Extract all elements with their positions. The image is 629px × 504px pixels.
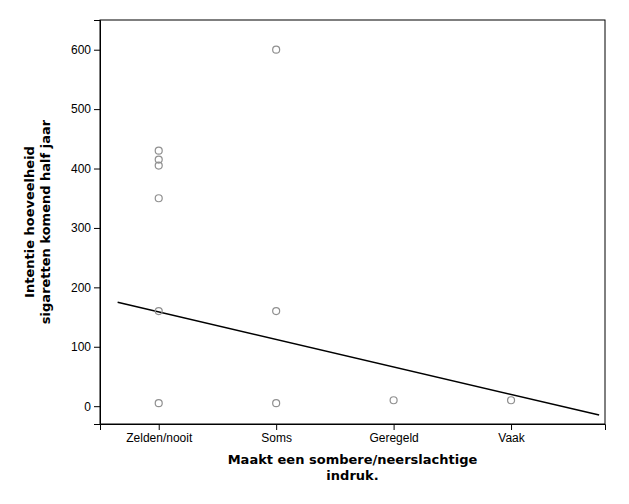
y-axis-line [94,21,101,425]
point [390,397,397,404]
y-tick-mark [94,109,100,110]
point [508,397,515,404]
marks [118,46,600,415]
y-tick-mark [94,169,100,170]
y-tick: 100 [71,340,100,354]
point [155,400,162,407]
x-axis-line [101,425,606,431]
y-tick-label: 200 [71,281,91,295]
point [155,308,162,315]
x-tick: Soms [261,424,292,445]
y-axis: 0 100 200 300 400 500 600 [71,21,101,425]
point [273,308,280,315]
y-tick: 0 [84,400,100,414]
x-tick-label: Soms [261,431,292,445]
point [273,46,280,53]
x-tick-label: Zelden/nooit [126,431,193,445]
y-tick-mark [94,347,100,348]
y-tick: 600 [71,43,100,57]
frame [100,20,605,424]
x-tick-label: Vaak [498,431,525,445]
y-tick: 300 [71,221,100,235]
x-tick: Zelden/nooit [126,424,193,445]
regression-line [118,302,600,415]
x-tick-mark [276,424,277,430]
chart: Zelden/nooit Soms Geregeld Vaak 0 100 200 300 40… [0,0,629,504]
x-tick: Geregeld [369,424,418,445]
x-tick-mark [159,424,160,430]
x-axis-title: Maakt een sombere/neerslachtigeindruk. [228,452,478,483]
y-tick-mark [94,406,100,407]
y-tick-mark [94,228,100,229]
y-tick: 200 [71,281,100,295]
y-tick: 500 [71,102,100,116]
y-tick-label: 100 [71,340,91,354]
point [155,156,162,163]
y-tick-label: 0 [84,400,91,414]
x-tick-label: Geregeld [369,431,418,445]
x-tick-mark [394,424,395,430]
y-tick-label: 300 [71,221,91,235]
plot: Zelden/nooit Soms Geregeld Vaak 0 100 200 300 40… [22,20,606,483]
point [273,400,280,407]
y-tick: 400 [71,162,100,176]
x-tick: Vaak [498,424,525,445]
y-axis-title: Intentie hoeveelheidsigaretten komend ha… [22,119,53,324]
y-tick-mark [94,50,100,51]
point [155,147,162,154]
point [155,195,162,202]
x-tick-mark [511,424,512,430]
y-tick-label: 500 [71,102,91,116]
y-tick-mark [94,287,100,288]
y-tick-label: 600 [71,43,91,57]
x-axis: Zelden/nooit Soms Geregeld Vaak [101,424,606,445]
y-tick-label: 400 [71,162,91,176]
